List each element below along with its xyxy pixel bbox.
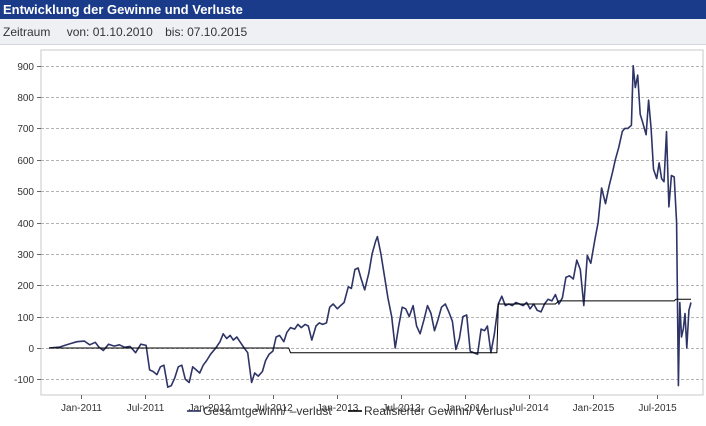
- x-tick-label: Jan-2012: [189, 403, 231, 414]
- y-tick-label: 500: [17, 187, 34, 198]
- series-lines: [48, 64, 692, 389]
- x-tick-label: Jul-2013: [382, 403, 421, 414]
- legend-label: Gesamtgewinn/ –verlust: [203, 404, 332, 418]
- x-tick-label: Jan-2015: [573, 403, 615, 414]
- y-tick-label: 300: [17, 250, 34, 261]
- x-tick-label: Jan-2011: [61, 403, 102, 414]
- gain-loss-chart: -100 0 100 200 300 400 500 600 700 800 900 Jan-2011…: [14, 49, 704, 418]
- y-tick-label: 0: [28, 344, 34, 355]
- x-tick-label: Jul-2014: [510, 403, 549, 414]
- x-tick-label: Jul-2015: [638, 403, 677, 414]
- legend: Gesamtgewinn/ –verlust Realisierter Gewin…: [187, 404, 513, 418]
- x-tick-label: Jul-2012: [254, 403, 293, 414]
- axes: -100 0 100 200 300 400 500 600 700 800 900 Jan-2011…: [14, 62, 677, 414]
- panel-title: Entwicklung der Gewinne und Verluste: [0, 0, 706, 19]
- y-tick-label: 400: [17, 219, 34, 230]
- y-tick-label: 800: [17, 93, 34, 104]
- range-from: von: 01.10.2010: [66, 25, 153, 39]
- y-tick-label: 100: [17, 313, 34, 324]
- series-realized-line: [49, 298, 691, 354]
- y-tick-label: 700: [17, 124, 34, 135]
- x-tick-label: Jan-2014: [445, 403, 487, 414]
- legend-label: Realisierter Gewinn/ Verlust: [364, 404, 513, 418]
- x-tick-label: Jul-2011: [127, 403, 165, 414]
- y-tick-label: -100: [14, 375, 34, 386]
- series-total-line: [48, 64, 692, 389]
- plot-frame: [40, 49, 704, 396]
- y-tick-label: 600: [17, 156, 34, 167]
- range-label: Zeitraum: [3, 25, 51, 39]
- range-to: bis: 07.10.2015: [165, 25, 248, 39]
- y-tick-label: 200: [17, 281, 34, 292]
- x-tick-label: Jan-2013: [317, 403, 359, 414]
- gridlines: [40, 49, 704, 396]
- y-tick-label: 900: [17, 62, 34, 73]
- date-range-bar: Zeitraum von: 01.10.2010 bis: 07.10.2015: [0, 19, 706, 45]
